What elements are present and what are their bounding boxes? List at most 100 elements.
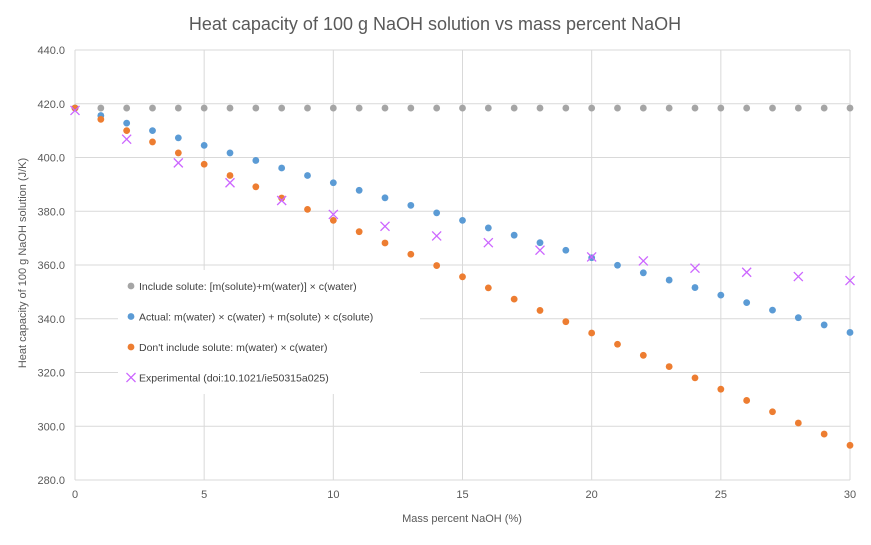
data-point — [691, 104, 699, 112]
data-point — [431, 231, 442, 241]
data-point — [484, 224, 492, 232]
data-point — [536, 307, 544, 314]
legend-item: Experimental (doi:10.1021/ie50315a025) — [126, 372, 329, 385]
x-tick-label: 5 — [201, 489, 207, 501]
data-point — [793, 271, 804, 282]
data-point — [639, 104, 647, 112]
data-point — [536, 104, 544, 112]
y-tick-label: 400.0 — [37, 153, 65, 165]
data-point — [149, 127, 156, 135]
data-point — [459, 216, 466, 224]
data-point — [588, 329, 596, 337]
data-point — [329, 216, 337, 224]
data-point — [329, 179, 337, 187]
x-tick-label: 15 — [456, 489, 468, 501]
data-point — [483, 237, 494, 248]
data-point — [252, 157, 260, 164]
data-point — [743, 299, 751, 307]
data-point — [484, 104, 492, 112]
data-point — [484, 284, 492, 292]
y-tick-label: 420.0 — [37, 99, 65, 111]
data-point — [769, 306, 776, 314]
data-point — [304, 172, 311, 179]
data-point — [639, 351, 647, 359]
x-tick-label: 25 — [715, 489, 727, 501]
y-tick-label: 300.0 — [37, 421, 65, 433]
data-point — [380, 221, 390, 232]
series-4 — [70, 105, 855, 286]
data-point — [407, 201, 415, 209]
data-point — [510, 104, 518, 112]
data-point — [433, 104, 441, 112]
data-point — [794, 419, 802, 427]
data-point — [121, 134, 132, 145]
legend-marker — [126, 372, 136, 383]
x-axis-title: Mass percent NaOH (%) — [402, 513, 522, 525]
data-point — [639, 269, 647, 277]
data-point — [174, 149, 182, 157]
data-point — [226, 104, 234, 112]
y-tick-label: 360.0 — [37, 260, 65, 272]
data-point — [510, 231, 518, 239]
y-axis-title: Heat capacity of 100 g NaOH solution (J/… — [17, 158, 29, 368]
data-point — [252, 104, 260, 112]
data-point — [173, 157, 184, 168]
legend-marker — [127, 343, 135, 351]
data-point — [355, 186, 363, 194]
data-point — [665, 363, 673, 370]
data-point — [200, 104, 208, 112]
data-point — [329, 104, 337, 112]
data-point — [588, 104, 596, 112]
data-point — [97, 115, 105, 123]
legend-background — [118, 270, 420, 394]
x-tick-labels: 0 5 10 15 20 25 30 — [72, 489, 856, 501]
data-point — [123, 119, 131, 127]
data-point — [717, 104, 725, 112]
data-point — [769, 104, 776, 112]
data-point — [407, 104, 415, 112]
data-point — [381, 194, 389, 202]
data-point — [304, 104, 311, 112]
data-point — [510, 295, 518, 303]
y-tick-label: 380.0 — [37, 206, 65, 218]
data-point — [743, 104, 751, 112]
data-point — [252, 183, 260, 191]
data-point — [846, 329, 854, 336]
data-point — [355, 104, 363, 112]
data-point — [433, 209, 441, 217]
data-point — [276, 195, 287, 206]
data-point — [70, 105, 80, 116]
data-point — [407, 250, 415, 258]
x-tick-label: 30 — [844, 489, 856, 501]
data-point — [769, 408, 776, 416]
data-point — [614, 261, 621, 269]
data-point — [562, 246, 570, 254]
series-3 — [71, 104, 854, 449]
data-point — [433, 262, 441, 269]
legend-label: Experimental (doi:10.1021/ie50315a025) — [139, 373, 329, 385]
data-point — [691, 374, 699, 382]
data-point — [459, 273, 466, 281]
x-tick-label: 0 — [72, 489, 78, 501]
data-point — [665, 104, 673, 112]
data-point — [741, 267, 752, 278]
data-points — [70, 104, 855, 449]
data-point — [562, 318, 570, 326]
data-point — [690, 263, 700, 274]
data-point — [226, 172, 234, 179]
legend-item: Don't include solute: m(water) × c(water… — [127, 342, 327, 354]
data-point — [97, 104, 105, 112]
data-point — [586, 251, 597, 262]
data-point — [846, 441, 854, 449]
legend-label: Include solute: [m(solute)+m(water)] × c… — [139, 281, 357, 293]
data-point — [381, 104, 389, 112]
data-point — [820, 430, 828, 438]
data-point — [459, 104, 466, 112]
data-point — [614, 104, 621, 112]
data-point — [278, 194, 286, 202]
data-point — [794, 314, 802, 322]
x-tick-label: 20 — [586, 489, 598, 501]
data-point — [123, 104, 131, 112]
